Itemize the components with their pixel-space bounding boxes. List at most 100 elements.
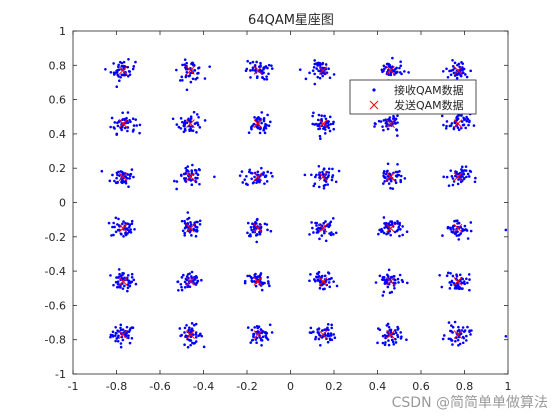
received-point [128, 284, 132, 288]
received-point [384, 336, 387, 340]
received-point [250, 276, 254, 280]
received-point [188, 74, 192, 77]
received-point [446, 225, 450, 229]
received-point [132, 175, 135, 179]
received-point [312, 231, 315, 234]
received-point [461, 281, 464, 285]
received-point [264, 334, 268, 337]
received-point [326, 340, 330, 344]
received-point [191, 77, 195, 81]
transmitted-point [118, 66, 128, 75]
received-point [386, 162, 390, 166]
received-point [380, 227, 383, 231]
received-point [469, 69, 472, 73]
received-point [451, 183, 455, 187]
received-point [387, 343, 391, 347]
legend-received-label: 接收QAM数据 [394, 83, 464, 97]
received-point [110, 234, 113, 237]
received-point [377, 232, 380, 236]
received-point [264, 65, 268, 68]
received-point [203, 77, 207, 80]
received-point [114, 230, 118, 234]
received-point [469, 221, 473, 224]
received-point [460, 165, 464, 169]
received-point [337, 169, 341, 173]
received-point [118, 272, 121, 276]
received-point [251, 66, 255, 70]
received-point [318, 61, 322, 65]
received-point [387, 231, 390, 235]
received-point [322, 186, 326, 190]
received-point [124, 181, 128, 185]
received-point [196, 176, 199, 180]
received-point [393, 278, 396, 281]
received-point [390, 275, 394, 279]
received-point [321, 62, 324, 66]
received-point [470, 329, 473, 332]
received-point [181, 63, 184, 67]
received-point [323, 132, 327, 135]
received-point [266, 66, 269, 70]
received-point [186, 165, 190, 168]
received-point [253, 326, 256, 329]
received-point [112, 283, 115, 287]
received-point [182, 124, 186, 127]
received-point [261, 76, 264, 79]
received-point [127, 330, 131, 334]
received-point [383, 343, 387, 347]
received-point [454, 231, 458, 235]
received-point [246, 59, 249, 63]
received-point [396, 163, 399, 166]
received-point [327, 174, 330, 177]
received-point [194, 331, 198, 334]
received-point [444, 127, 448, 130]
received-point [314, 221, 317, 225]
received-point [194, 333, 198, 336]
received-point [268, 323, 272, 327]
received-point [175, 187, 178, 191]
y-tick-label: -0.4 [45, 265, 66, 278]
received-point [249, 226, 253, 229]
received-point [457, 72, 461, 75]
received-point [449, 271, 452, 275]
x-tick-label: 0 [287, 380, 294, 393]
received-point [466, 281, 469, 285]
received-point [326, 334, 329, 337]
received-point [112, 233, 115, 237]
received-point [240, 170, 244, 173]
received-point [250, 279, 254, 283]
received-point [123, 276, 126, 280]
received-point [381, 70, 384, 74]
transmitted-point [118, 330, 128, 339]
received-point [399, 174, 403, 178]
received-point [250, 328, 254, 332]
received-point [126, 273, 130, 277]
received-point [259, 273, 262, 277]
received-point [466, 117, 470, 121]
received-point [259, 338, 263, 342]
received-point [131, 67, 135, 71]
received-point [135, 124, 139, 127]
received-point [260, 288, 264, 292]
received-point [258, 131, 262, 135]
received-point [449, 169, 453, 172]
received-point [197, 66, 201, 69]
received-point [316, 75, 320, 79]
received-point [266, 275, 270, 279]
received-point [318, 76, 322, 80]
received-point [453, 219, 456, 223]
received-point [180, 288, 184, 292]
received-point [312, 330, 315, 334]
received-point [138, 131, 141, 135]
received-point [246, 274, 249, 278]
received-point [109, 274, 112, 277]
received-point [384, 341, 387, 344]
received-point [112, 62, 115, 65]
received-point [192, 323, 196, 327]
received-point [251, 68, 254, 72]
received-point [130, 336, 134, 340]
received-point [115, 337, 119, 340]
received-point [255, 181, 258, 184]
received-point [267, 72, 270, 76]
